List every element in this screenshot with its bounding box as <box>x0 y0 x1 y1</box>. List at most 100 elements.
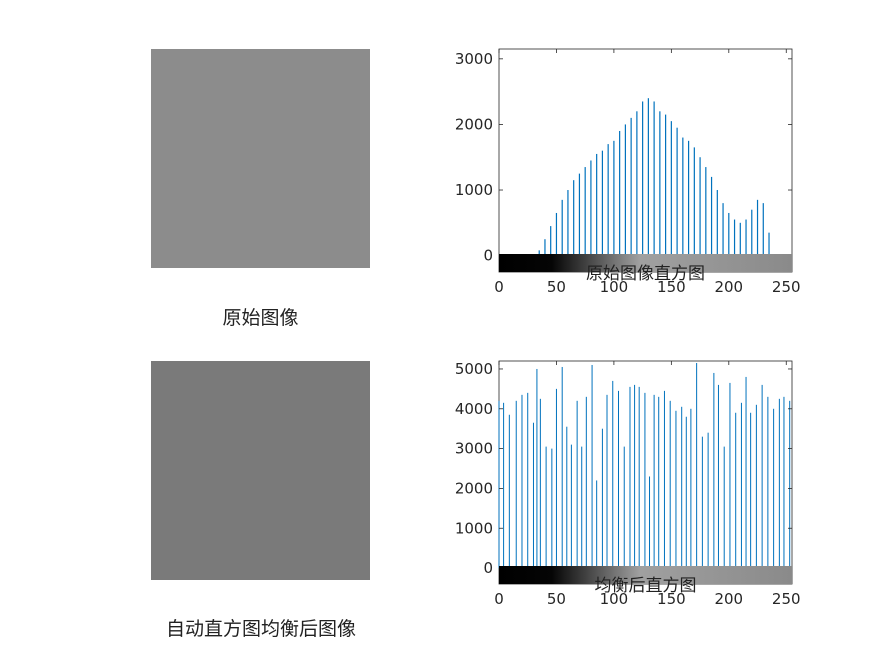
histogram-bar <box>681 406 683 569</box>
histogram-bar <box>544 239 546 256</box>
histogram-bar <box>503 402 505 569</box>
histogram-bar <box>585 396 587 569</box>
histogram-bar <box>581 446 583 569</box>
chart-title: 原始图像直方图 <box>586 264 705 284</box>
histogram-bar <box>601 150 604 256</box>
histogram-bar <box>778 398 780 569</box>
histogram-bar <box>596 153 598 256</box>
y-tick-label: 2000 <box>455 115 493 133</box>
equalized-image <box>151 361 370 580</box>
histogram-bar <box>676 127 678 256</box>
x-tick-label: 200 <box>714 278 743 296</box>
histogram-bar <box>521 394 523 569</box>
y-tick-label: 5000 <box>455 360 493 378</box>
histogram-bar <box>591 364 593 569</box>
histogram-original: 0 1000 2000 3000 0 50 100 150 200 250 原始图像直方图 <box>455 48 801 296</box>
x-tick-label: 0 <box>494 590 504 608</box>
histogram-bar <box>498 400 500 569</box>
histogram-bar <box>735 412 737 569</box>
histogram-bar <box>561 366 563 569</box>
histogram-bar <box>623 446 625 569</box>
histogram-bar <box>590 160 592 256</box>
original-image <box>151 49 370 268</box>
histogram-bar <box>576 400 578 569</box>
x-tick-label: 200 <box>714 590 743 608</box>
histogram-bar <box>773 408 775 569</box>
histogram-bar <box>789 400 791 569</box>
histogram-bar <box>699 157 701 256</box>
histogram-bar <box>653 394 655 569</box>
histogram-bar <box>539 398 541 569</box>
x-tick-label: 100 <box>600 590 629 608</box>
histogram-bar <box>755 404 757 569</box>
histogram-bar <box>767 396 769 569</box>
histogram-bar <box>693 147 695 256</box>
histogram-bar <box>729 382 731 569</box>
histogram-bar <box>728 212 730 256</box>
axes-frame <box>498 48 793 273</box>
histogram-bar <box>713 372 715 569</box>
histogram-bar <box>538 250 540 256</box>
histogram-bar <box>566 426 568 569</box>
histogram-bar <box>701 436 703 569</box>
y-tick-label: 0 <box>483 247 493 265</box>
histogram-bar <box>642 101 644 256</box>
colorbar-overlay <box>499 254 792 264</box>
histogram-bar <box>617 390 619 569</box>
histogram-bar <box>612 380 614 569</box>
histogram-bar <box>619 130 621 256</box>
histogram-bar <box>607 144 609 256</box>
original-image-caption: 原始图像 <box>222 307 299 329</box>
histogram-bar <box>644 392 646 569</box>
histogram-bar <box>636 111 638 256</box>
x-tick-label: 250 <box>772 278 801 296</box>
histogram-bar <box>584 167 586 256</box>
histogram-bar <box>532 422 534 569</box>
histogram-bar <box>658 396 660 569</box>
x-tick-label: 250 <box>772 590 801 608</box>
histogram-bar <box>638 386 640 569</box>
histogram-bar <box>690 408 692 569</box>
histogram-bar <box>551 448 553 569</box>
histogram-bar <box>761 384 763 569</box>
histogram-bar <box>705 167 707 256</box>
histogram-bar <box>783 396 785 569</box>
histogram-bar <box>740 402 742 569</box>
histogram-equalized: 0 1000 2000 3000 4000 5000 0 50 100 150 200 250 均衡后直… <box>455 360 801 608</box>
histogram-bar <box>653 101 655 256</box>
y-tick-label: 1000 <box>455 519 493 537</box>
histogram-bar <box>647 98 649 256</box>
x-tick-label: 0 <box>494 278 504 296</box>
histogram-bar <box>682 137 684 256</box>
histogram-bar <box>630 117 632 256</box>
histogram-bar <box>659 111 661 256</box>
histogram-bar <box>515 400 517 569</box>
histogram-bar <box>685 416 687 569</box>
histogram-bar <box>710 176 713 256</box>
colorbar-overlay <box>499 566 792 576</box>
histogram-bar <box>536 368 538 569</box>
histogram-bar <box>613 140 615 256</box>
histogram-bar <box>596 480 598 569</box>
histogram-bar <box>687 140 690 256</box>
histogram-bar <box>675 410 677 569</box>
histogram-bar <box>601 428 603 569</box>
histogram-bar <box>670 121 672 256</box>
histogram-bar <box>663 390 665 569</box>
histogram-bar <box>606 394 608 569</box>
histogram-bar <box>567 190 569 256</box>
histogram-bar <box>550 226 552 256</box>
chart-title: 均衡后直方图 <box>595 576 697 596</box>
x-tick-label: 150 <box>657 278 686 296</box>
histogram-bar <box>768 232 770 256</box>
histogram-bar <box>716 190 718 256</box>
histogram-bar <box>629 386 631 569</box>
histogram-bar <box>555 388 557 569</box>
histogram-bar <box>573 180 575 256</box>
axes-frame <box>498 360 793 585</box>
histogram-bar <box>649 476 651 569</box>
histogram-bar <box>756 199 759 256</box>
histogram-bar <box>707 432 709 569</box>
histogram-bar <box>508 414 510 569</box>
histogram-bar <box>750 412 752 569</box>
